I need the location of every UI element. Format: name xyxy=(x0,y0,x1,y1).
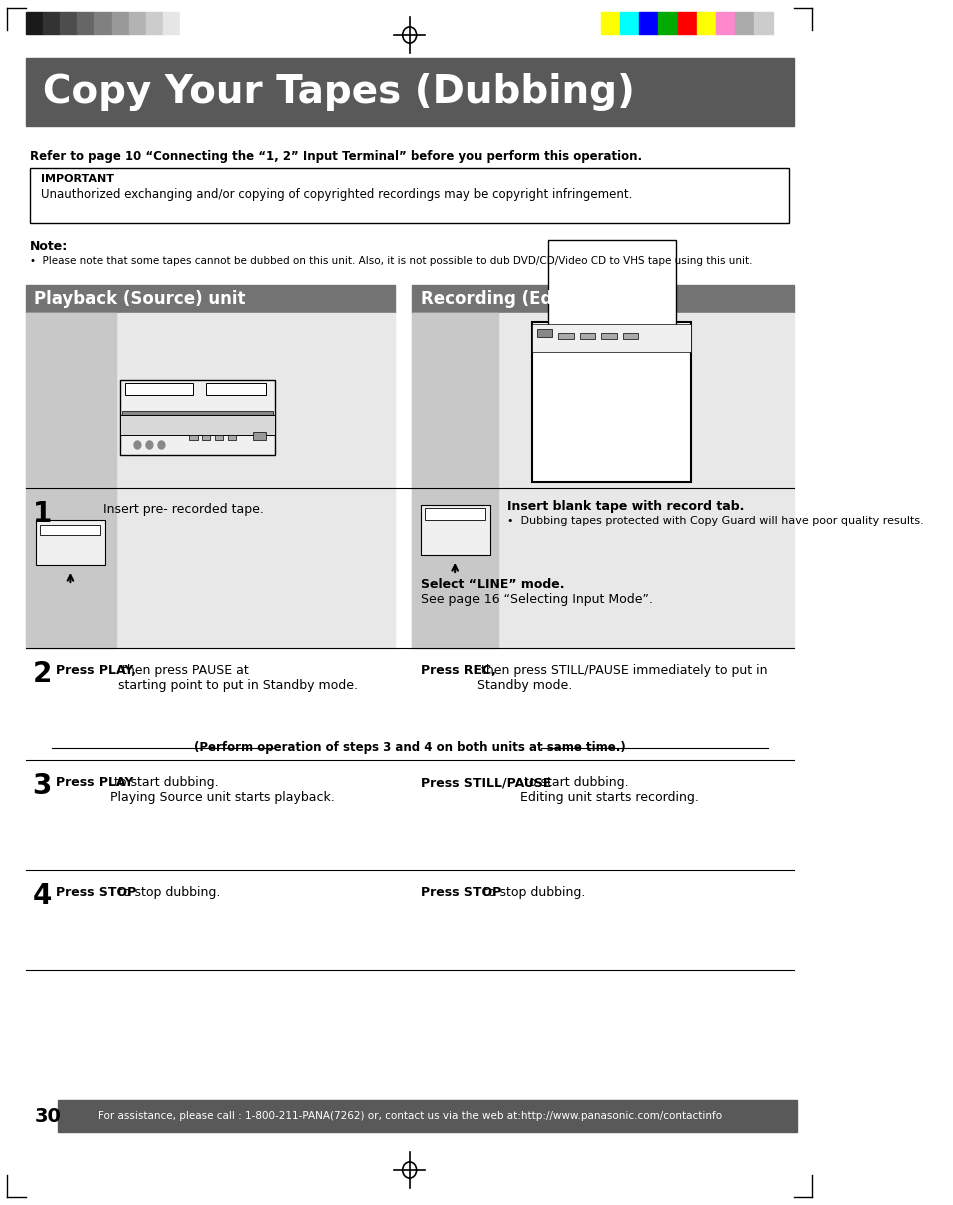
Bar xyxy=(202,435,211,440)
Bar xyxy=(600,12,619,34)
Bar xyxy=(228,435,236,440)
Bar xyxy=(112,12,129,34)
Bar xyxy=(579,333,595,339)
Bar xyxy=(600,333,616,339)
Bar xyxy=(125,383,193,395)
Text: to stop dubbing.: to stop dubbing. xyxy=(478,886,585,899)
Text: (Perform operation of steps 3 and 4 on both units at same time.): (Perform operation of steps 3 and 4 on b… xyxy=(193,741,625,754)
Bar xyxy=(26,286,395,313)
Bar xyxy=(253,433,266,440)
Text: to start dubbing.
Playing Source unit starts playback.: to start dubbing. Playing Source unit st… xyxy=(110,776,335,804)
Bar xyxy=(94,12,112,34)
Bar xyxy=(696,12,715,34)
Bar xyxy=(26,488,395,648)
Text: 4: 4 xyxy=(32,882,52,910)
Bar xyxy=(412,488,793,648)
Bar xyxy=(420,505,489,556)
Bar xyxy=(412,286,793,313)
Text: Select “LINE” mode.: Select “LINE” mode. xyxy=(420,578,564,590)
Bar xyxy=(146,12,163,34)
Text: For assistance, please call : 1-800-211-PANA(7262) or, contact us via the web at: For assistance, please call : 1-800-211-… xyxy=(97,1111,721,1121)
Bar xyxy=(619,12,639,34)
Bar xyxy=(532,322,691,482)
Bar xyxy=(58,1100,796,1131)
Text: then press PAUSE at
starting point to put in Standby mode.: then press PAUSE at starting point to pu… xyxy=(117,664,357,692)
Text: IMPORTANT: IMPORTANT xyxy=(41,174,114,184)
Bar xyxy=(189,435,197,440)
Text: 30: 30 xyxy=(34,1106,61,1125)
Text: Insert blank tape with record tab.: Insert blank tape with record tab. xyxy=(506,500,743,513)
Bar xyxy=(412,488,497,648)
Text: •  Dubbing tapes protected with Copy Guard will have poor quality results.: • Dubbing tapes protected with Copy Guar… xyxy=(506,516,923,527)
Text: Press STOP: Press STOP xyxy=(56,886,136,899)
Text: See page 16 “Selecting Input Mode”.: See page 16 “Selecting Input Mode”. xyxy=(420,593,652,606)
Bar xyxy=(412,313,497,488)
Text: Recording (Editing) unit: Recording (Editing) unit xyxy=(420,290,645,308)
Text: to start dubbing.
Editing unit starts recording.: to start dubbing. Editing unit starts re… xyxy=(519,776,698,804)
Text: Press STILL/PAUSE: Press STILL/PAUSE xyxy=(420,776,551,789)
Bar xyxy=(40,525,100,535)
Bar xyxy=(163,12,180,34)
Bar xyxy=(425,509,485,521)
Bar xyxy=(537,329,552,337)
Text: Note:: Note: xyxy=(30,240,69,253)
Bar xyxy=(26,313,395,488)
Bar xyxy=(129,12,146,34)
Bar xyxy=(206,383,266,395)
Bar xyxy=(30,167,788,223)
Text: 3: 3 xyxy=(32,772,52,800)
Text: Refer to page 10 “Connecting the “1, 2” Input Terminal” before you perform this : Refer to page 10 “Connecting the “1, 2” … xyxy=(30,149,641,163)
Text: 2: 2 xyxy=(32,660,52,688)
Text: then press STILL/PAUSE immediately to put in
Standby mode.: then press STILL/PAUSE immediately to pu… xyxy=(476,664,766,692)
Bar xyxy=(734,12,753,34)
Bar xyxy=(26,488,116,648)
Bar xyxy=(753,12,772,34)
Bar xyxy=(622,333,638,339)
Bar xyxy=(214,435,223,440)
Text: Playback (Source) unit: Playback (Source) unit xyxy=(34,290,246,308)
Bar xyxy=(120,415,274,435)
Bar xyxy=(122,411,273,415)
Bar xyxy=(60,12,77,34)
Bar xyxy=(120,380,274,455)
Text: Press STOP: Press STOP xyxy=(420,886,500,899)
Text: 1: 1 xyxy=(32,500,51,528)
Bar xyxy=(26,58,793,127)
Circle shape xyxy=(158,441,165,449)
Bar xyxy=(26,12,43,34)
Bar xyxy=(26,313,116,488)
Bar xyxy=(677,12,696,34)
Bar xyxy=(547,240,676,340)
Text: •  Please note that some tapes cannot be dubbed on this unit. Also, it is not po: • Please note that some tapes cannot be … xyxy=(30,255,752,266)
Circle shape xyxy=(133,441,141,449)
Text: Press PLAY,: Press PLAY, xyxy=(56,664,135,677)
Bar xyxy=(658,12,677,34)
Bar xyxy=(639,12,658,34)
Text: Copy Your Tapes (Dubbing): Copy Your Tapes (Dubbing) xyxy=(43,74,634,111)
Text: Insert pre- recorded tape.: Insert pre- recorded tape. xyxy=(103,502,264,516)
Bar xyxy=(715,12,734,34)
Bar xyxy=(77,12,94,34)
Text: Unauthorized exchanging and/or copying of copyrighted recordings may be copyrigh: Unauthorized exchanging and/or copying o… xyxy=(41,188,632,201)
Text: Press PLAY: Press PLAY xyxy=(56,776,133,789)
Text: Press REC,: Press REC, xyxy=(420,664,496,677)
Bar xyxy=(532,324,691,352)
Bar xyxy=(36,521,105,565)
Bar xyxy=(558,333,573,339)
Bar xyxy=(43,12,60,34)
Bar xyxy=(412,313,793,488)
Circle shape xyxy=(146,441,152,449)
Bar xyxy=(180,12,197,34)
Text: to stop dubbing.: to stop dubbing. xyxy=(114,886,220,899)
